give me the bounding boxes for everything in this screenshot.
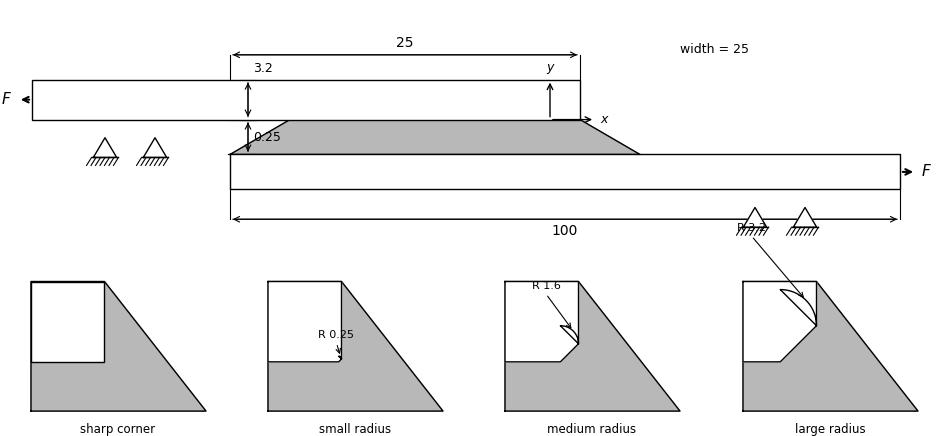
Text: F: F [1, 92, 10, 107]
Polygon shape [230, 119, 640, 154]
Polygon shape [505, 282, 578, 362]
Text: large radius: large radius [794, 423, 866, 436]
Text: x: x [600, 113, 608, 126]
Text: 25: 25 [396, 36, 413, 50]
Text: R 1.6: R 1.6 [532, 281, 560, 291]
Polygon shape [268, 282, 443, 411]
Polygon shape [31, 282, 104, 362]
Polygon shape [31, 282, 206, 411]
Polygon shape [743, 208, 767, 227]
Text: sharp corner: sharp corner [81, 423, 155, 436]
Polygon shape [93, 138, 117, 157]
Text: 3.2: 3.2 [253, 62, 273, 75]
Text: width = 25: width = 25 [680, 43, 749, 56]
Text: medium radius: medium radius [547, 423, 636, 436]
Text: 100: 100 [552, 224, 578, 238]
Text: R 0.25: R 0.25 [319, 330, 355, 340]
Text: small radius: small radius [319, 423, 392, 436]
Polygon shape [143, 138, 167, 157]
Polygon shape [505, 282, 680, 411]
Text: 0.25: 0.25 [253, 130, 281, 143]
Polygon shape [32, 80, 580, 119]
Polygon shape [743, 282, 918, 411]
Text: R 3.2: R 3.2 [737, 223, 766, 233]
Polygon shape [230, 154, 900, 189]
Text: y: y [546, 61, 554, 74]
Polygon shape [743, 282, 816, 362]
Polygon shape [268, 282, 341, 362]
Polygon shape [793, 208, 816, 227]
Text: F: F [922, 164, 931, 179]
